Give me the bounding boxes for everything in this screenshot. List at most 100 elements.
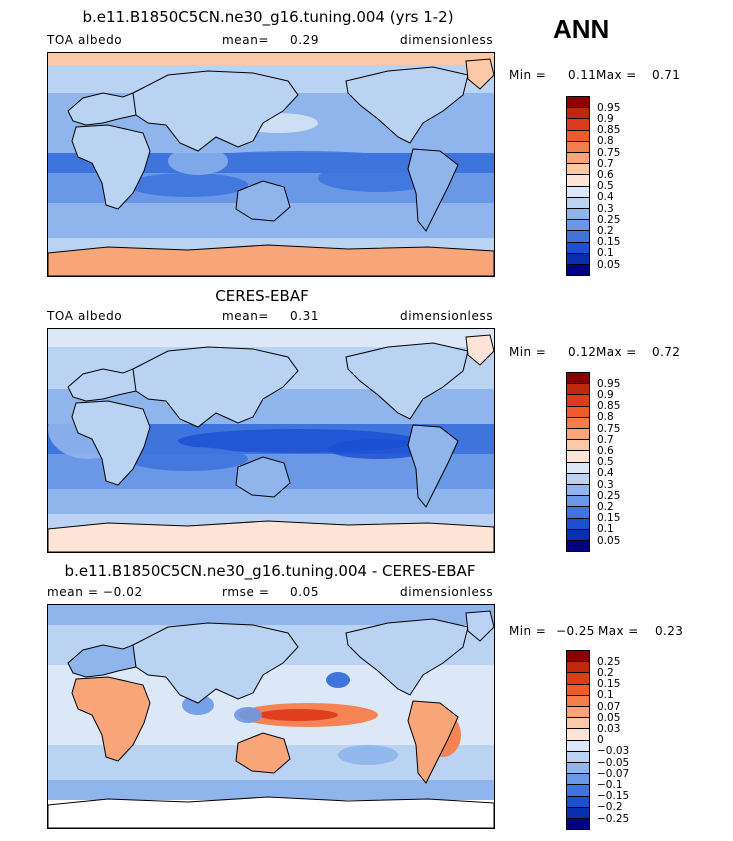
field-band bbox=[48, 329, 494, 347]
colorbar-level-label: 0.2 bbox=[597, 666, 614, 679]
coastline bbox=[71, 400, 151, 486]
colorbar-level-label: 0.05 bbox=[597, 258, 621, 271]
coastline bbox=[407, 148, 459, 232]
colorbar-level-label: 0.2 bbox=[597, 500, 614, 513]
panel-2-mean-label: mean= bbox=[222, 309, 270, 323]
field-patch bbox=[328, 439, 428, 459]
panel-2-max-value: 0.72 bbox=[652, 345, 681, 359]
coastline bbox=[235, 180, 291, 222]
colorbar-level-label: 0.9 bbox=[597, 388, 614, 401]
colorbar-level-label: 0.75 bbox=[597, 422, 621, 435]
field-patch bbox=[182, 695, 214, 715]
field-band bbox=[48, 53, 494, 65]
colorbar-level-label: 0.2 bbox=[597, 224, 614, 237]
panel-2-max-label: Max = bbox=[596, 345, 637, 359]
panel-3-units: dimensionless bbox=[400, 585, 494, 599]
panel-2-min-label: Min = bbox=[509, 345, 547, 359]
colorbar-level-label: −0.15 bbox=[597, 790, 630, 803]
panel-1-mean-value: 0.29 bbox=[290, 33, 320, 47]
coastline bbox=[132, 622, 299, 704]
colorbar-level-label: 0.1 bbox=[597, 523, 614, 536]
panel-3-min-value: −0.25 bbox=[556, 624, 595, 638]
colorbar-level-label: −0.05 bbox=[597, 756, 630, 769]
coastline bbox=[345, 342, 469, 420]
colorbar-level-label: 0 bbox=[597, 734, 604, 747]
field-patch bbox=[128, 447, 248, 471]
colorbar-level-label: 0.75 bbox=[597, 146, 621, 159]
panel-1-map bbox=[47, 52, 495, 277]
coastline bbox=[235, 732, 291, 774]
coastline bbox=[132, 346, 299, 428]
field-patch bbox=[326, 672, 350, 688]
coastline bbox=[235, 456, 291, 498]
colorbar-level-label: 0.1 bbox=[597, 247, 614, 260]
colorbar-level-label: 0.4 bbox=[597, 467, 614, 480]
field-patch bbox=[234, 707, 262, 723]
coastline bbox=[48, 520, 494, 552]
panel-3-max-value: 0.23 bbox=[655, 624, 684, 638]
field-patch bbox=[318, 164, 438, 192]
colorbar-level-label: 0.1 bbox=[597, 689, 614, 702]
panel-1-min-label: Min = bbox=[509, 68, 547, 82]
colorbar-swatch bbox=[566, 540, 590, 553]
panel-2-min-value: 0.12 bbox=[568, 345, 597, 359]
panel-3-title: b.e11.B1850C5CN.ne30_g16.tuning.004 - CE… bbox=[64, 562, 476, 580]
coastline bbox=[71, 124, 151, 210]
field-patch bbox=[168, 147, 228, 175]
colorbar-swatch bbox=[566, 264, 590, 277]
map-field bbox=[48, 53, 494, 276]
coastline bbox=[345, 618, 469, 696]
colorbar-level-label: 0.15 bbox=[597, 512, 621, 525]
coastline bbox=[48, 796, 494, 828]
colorbar-level-label: 0.07 bbox=[597, 700, 621, 713]
colorbar-level-label: 0.05 bbox=[597, 534, 621, 547]
colorbar-level-label: 0.9 bbox=[597, 112, 614, 125]
panel-3-rmse-label: rmse = bbox=[222, 585, 270, 599]
coastline bbox=[48, 244, 494, 276]
map-field bbox=[48, 329, 494, 552]
coastline bbox=[465, 334, 494, 366]
panel-2-map bbox=[47, 328, 495, 553]
coastline bbox=[465, 58, 494, 90]
panel-1-max-value: 0.71 bbox=[652, 68, 681, 82]
season-label: ANN bbox=[553, 14, 610, 44]
colorbar-level-label: −0.1 bbox=[597, 778, 623, 791]
coastline bbox=[132, 70, 299, 152]
colorbar-level-label: 0.8 bbox=[597, 135, 614, 148]
panel-3-rmse-value: 0.05 bbox=[290, 585, 320, 599]
colorbar-level-label: 0.05 bbox=[597, 711, 621, 724]
panel-3-min-label: Min = bbox=[509, 624, 547, 638]
panel-1-mean-label: mean= bbox=[222, 33, 270, 47]
colorbar-level-label: 0.95 bbox=[597, 101, 621, 114]
map-field bbox=[48, 605, 494, 828]
colorbar-level-label: −0.07 bbox=[597, 767, 630, 780]
colorbar-swatch bbox=[566, 818, 590, 831]
field-band bbox=[48, 605, 494, 625]
panel-1-min-value: 0.11 bbox=[568, 68, 597, 82]
colorbar-level-label: −0.03 bbox=[597, 745, 630, 758]
panel-3-map bbox=[47, 604, 495, 829]
panel-3-mean-label: mean = −0.02 bbox=[47, 585, 143, 599]
panel-2-mean-value: 0.31 bbox=[290, 309, 320, 323]
colorbar-level-label: 0.6 bbox=[597, 444, 614, 457]
colorbar-level-label: 0.5 bbox=[597, 456, 614, 469]
coastline bbox=[465, 610, 494, 642]
field-patch bbox=[338, 745, 398, 765]
colorbar-level-label: 0.25 bbox=[597, 213, 621, 226]
coastline bbox=[71, 676, 151, 762]
colorbar-level-label: 0.8 bbox=[597, 411, 614, 424]
colorbar-level-label: −0.25 bbox=[597, 812, 630, 825]
colorbar-level-label: 0.3 bbox=[597, 202, 614, 215]
colorbar-level-label: 0.15 bbox=[597, 236, 621, 249]
colorbar-level-label: 0.5 bbox=[597, 180, 614, 193]
field-band bbox=[48, 780, 494, 800]
colorbar-level-label: 0.15 bbox=[597, 678, 621, 691]
colorbar-level-label: 0.85 bbox=[597, 400, 621, 413]
colorbar-level-label: 0.7 bbox=[597, 433, 614, 446]
panel-2-units: dimensionless bbox=[400, 309, 494, 323]
colorbar-level-label: 0.3 bbox=[597, 478, 614, 491]
coastline bbox=[407, 700, 459, 784]
colorbar-level-label: 0.4 bbox=[597, 191, 614, 204]
colorbar-level-label: 0.25 bbox=[597, 489, 621, 502]
panel-2-variable-label: TOA albedo bbox=[47, 309, 123, 323]
